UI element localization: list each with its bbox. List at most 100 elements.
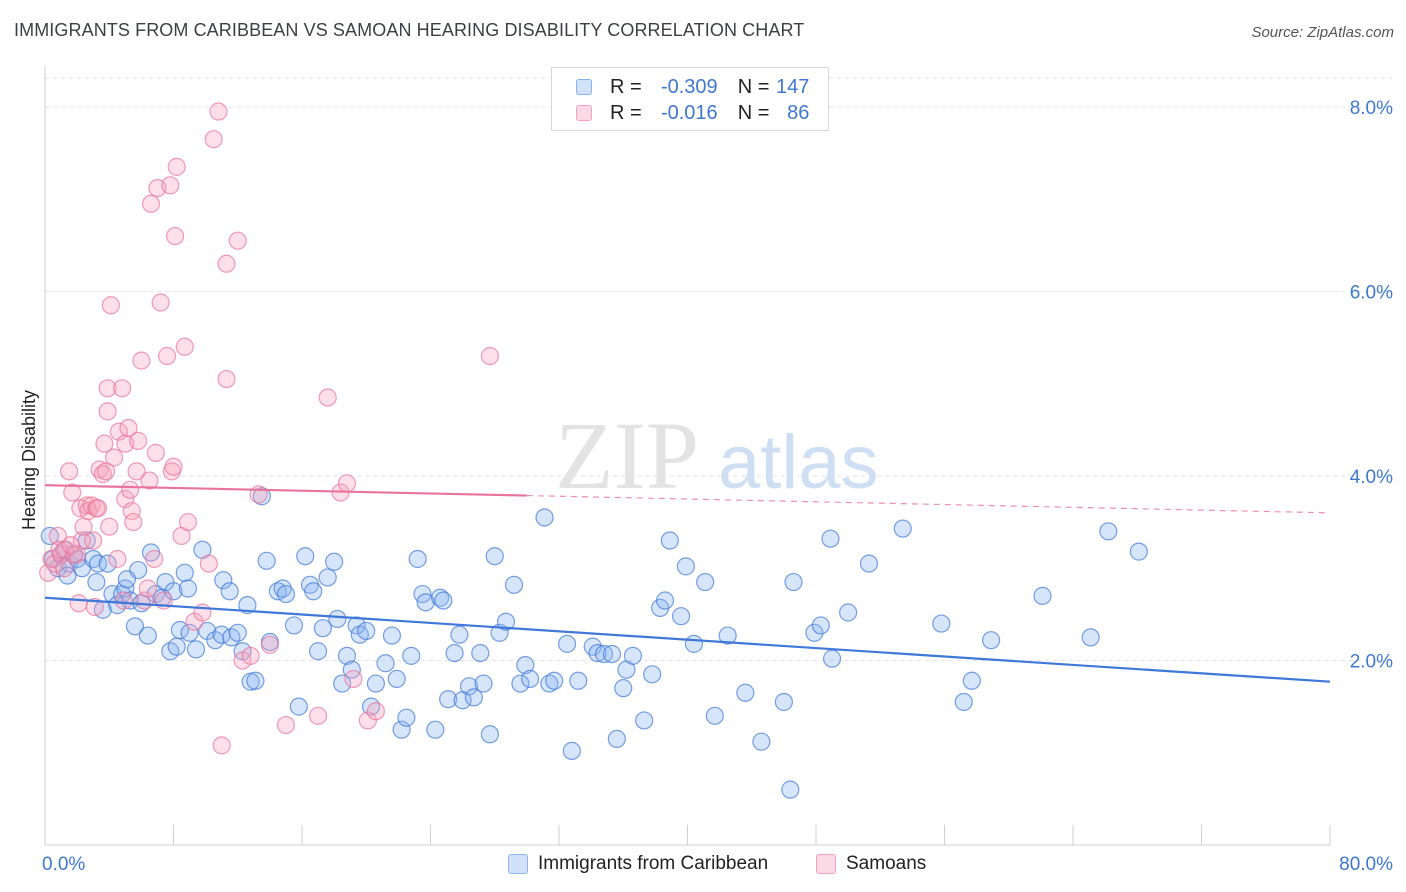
data-point-caribbean [88, 554, 108, 573]
x-tick-label: 0.0% [42, 854, 85, 875]
data-point-caribbean [588, 643, 607, 663]
data-point-caribbean [246, 671, 265, 690]
data-point-samoans [209, 102, 228, 121]
data-point-samoans [69, 594, 88, 613]
data-point-caribbean [313, 619, 332, 638]
correlation-legend: R = -0.309 N = 147 R = -0.016 N = 86 [551, 67, 829, 131]
data-point-caribbean [186, 640, 206, 659]
trend-line [44, 596, 1331, 683]
legend-r-label: R = [610, 75, 642, 98]
data-points [39, 102, 1148, 799]
data-point-caribbean [752, 732, 771, 751]
data-point-samoans [114, 591, 133, 610]
y-tick-label: 4.0% [1350, 467, 1393, 488]
data-point-caribbean [671, 607, 691, 626]
source-note: Source: ZipAtlas.com [1251, 24, 1394, 41]
legend-label-caribbean: Immigrants from Caribbean [538, 853, 769, 874]
data-point-caribbean [859, 554, 879, 573]
data-point-caribbean [117, 570, 137, 589]
data-point-caribbean [736, 683, 755, 702]
data-point-caribbean [781, 780, 800, 799]
data-point-caribbean [296, 547, 315, 566]
data-point-caribbean [774, 692, 793, 712]
data-point-samoans [318, 388, 337, 407]
y-tick-label: 8.0% [1350, 98, 1393, 119]
data-point-caribbean [276, 584, 296, 604]
data-point-caribbean [318, 568, 337, 587]
data-point-caribbean [1033, 586, 1052, 605]
data-point-samoans [204, 130, 223, 149]
data-point-caribbean [387, 669, 406, 689]
legend-n-label: N = [737, 101, 770, 124]
trend-line [44, 484, 527, 497]
y-tick-label: 2.0% [1350, 651, 1393, 672]
legend-r-value: -0.309 [660, 75, 718, 98]
data-point-samoans [164, 457, 183, 476]
data-point-caribbean [257, 551, 276, 570]
data-point-samoans [366, 702, 385, 721]
data-point-caribbean [87, 572, 106, 592]
data-point-caribbean [392, 720, 411, 739]
data-point-samoans [48, 526, 67, 546]
data-point-caribbean [222, 628, 241, 647]
data-point-samoans [344, 669, 363, 689]
data-point-caribbean [382, 626, 402, 645]
data-point-caribbean [623, 646, 642, 665]
data-point-samoans [101, 296, 120, 315]
data-point-samoans [98, 379, 117, 398]
legend-n-label: N = [737, 75, 770, 98]
chart-title: IMMIGRANTS FROM CARIBBEAN VS SAMOAN HEAR… [14, 20, 805, 40]
data-point-caribbean [98, 554, 117, 573]
data-point-caribbean [357, 621, 376, 641]
data-point-caribbean [125, 617, 145, 636]
data-point-samoans [98, 402, 117, 421]
data-point-caribbean [520, 669, 540, 689]
data-point-samoans [145, 549, 164, 569]
data-point-samoans [260, 635, 279, 654]
data-point-samoans [308, 706, 328, 725]
y-axis-label: Hearing Disability [19, 390, 39, 530]
data-point-samoans [276, 715, 296, 735]
data-point-caribbean [602, 644, 622, 664]
data-point-samoans [249, 485, 268, 504]
data-point-caribbean [660, 531, 679, 550]
data-point-samoans [68, 545, 87, 564]
data-point-samoans [84, 531, 103, 550]
data-point-caribbean [676, 557, 695, 576]
data-point-samoans [217, 254, 236, 273]
data-point-caribbean [822, 649, 842, 668]
data-point-caribbean [607, 729, 626, 748]
data-point-caribbean [471, 643, 490, 663]
data-point-caribbean [138, 626, 157, 645]
data-point-caribbean [238, 596, 257, 615]
legend-item-caribbean: Immigrants from Caribbean [508, 852, 768, 876]
legend-row-samoans: R = -0.016 N = 86 [576, 100, 809, 126]
legend-swatch-caribbean [508, 854, 528, 874]
data-point-caribbean [376, 654, 395, 673]
data-point-caribbean [273, 579, 292, 598]
data-point-caribbean [614, 679, 633, 698]
data-point-caribbean [635, 711, 654, 730]
data-point-caribbean [1129, 542, 1148, 561]
data-point-caribbean [214, 571, 233, 590]
data-point-samoans [157, 346, 177, 366]
data-point-caribbean [511, 674, 530, 693]
data-point-caribbean [459, 677, 479, 696]
data-point-caribbean [811, 616, 830, 635]
data-point-caribbean [284, 616, 304, 635]
data-point-caribbean [545, 671, 564, 690]
data-point-caribbean [416, 593, 435, 612]
data-point-caribbean [485, 547, 504, 566]
watermark-zip: ZIP [555, 402, 699, 509]
data-point-caribbean [954, 692, 973, 712]
data-point-caribbean [402, 646, 421, 665]
data-point-caribbean [342, 660, 361, 679]
data-point-samoans [121, 480, 140, 499]
data-point-caribbean [480, 725, 500, 744]
data-point-caribbean [167, 637, 186, 656]
data-point-caribbean [333, 674, 352, 693]
y-tick-label: 6.0% [1350, 282, 1393, 303]
data-point-caribbean [821, 529, 840, 548]
data-point-samoans [88, 499, 108, 518]
data-point-caribbean [450, 625, 469, 644]
